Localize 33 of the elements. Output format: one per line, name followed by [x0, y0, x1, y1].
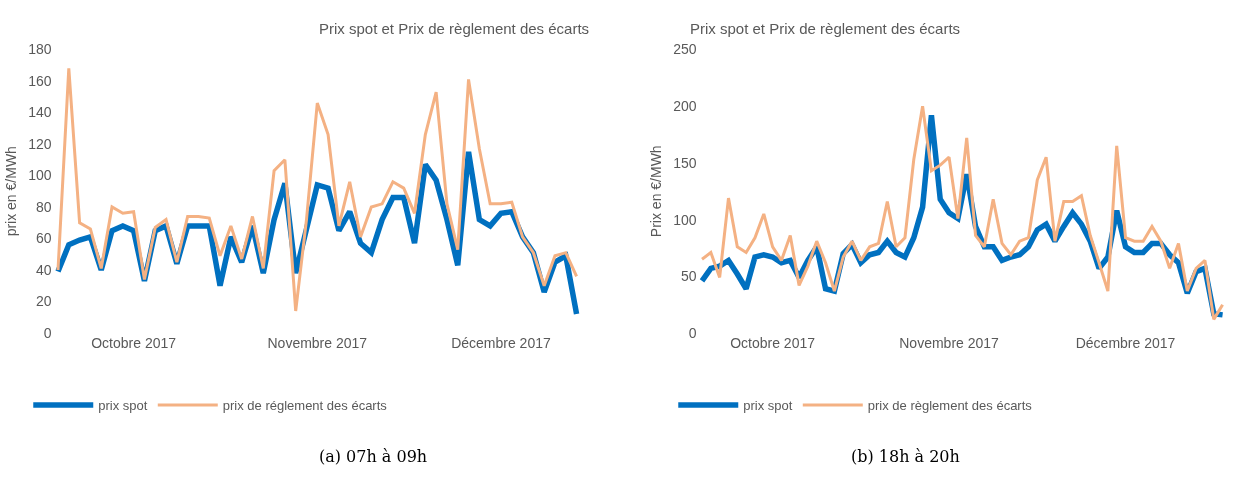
x-tick-label: Octobre 2017 — [91, 335, 177, 351]
y-tick-label: 150 — [673, 154, 697, 171]
y-tick-label: 100 — [673, 211, 697, 228]
x-tick-label: Décembre 2017 — [451, 335, 551, 351]
x-tick-label: Octobre 2017 — [730, 335, 816, 351]
chart-title: Prix spot et Prix de règlement des écarts — [319, 20, 590, 37]
y-tick-label: 0 — [43, 324, 52, 341]
y-tick-label: 200 — [673, 98, 697, 115]
legend-label: prix spot — [743, 398, 793, 414]
y-tick-label: 80 — [36, 198, 52, 215]
x-tick-label: Novembre 2017 — [899, 335, 1000, 351]
legend-label: prix de règlement des écarts — [867, 398, 1033, 414]
text: (a) 07h à 09h — [319, 447, 428, 466]
text: (b) 18h à 20h — [851, 447, 960, 466]
y-tick-label: 40 — [36, 261, 52, 278]
y-tick-label: 20 — [36, 293, 52, 310]
y-tick-label: 50 — [681, 268, 697, 285]
y-axis-title: prix en €/MWh — [2, 146, 19, 237]
y-tick-label: 120 — [28, 135, 52, 152]
legend-label: prix spot — [98, 398, 148, 414]
y-tick-label: 100 — [28, 167, 52, 184]
line-series — [56, 66, 579, 313]
y-tick-label: 60 — [36, 230, 52, 247]
chart-title: Prix spot et Prix de règlement des écarts — [690, 20, 961, 37]
y-axis-title: Prix en €/MWh — [647, 145, 664, 238]
y-tick-label: 140 — [28, 104, 52, 121]
x-tick-label: Décembre 2017 — [1075, 335, 1176, 351]
y-tick-label: 160 — [28, 72, 52, 89]
y-tick-label: 180 — [28, 41, 52, 58]
y-tick-label: 250 — [673, 41, 697, 58]
x-tick-label: Novembre 2017 — [267, 335, 368, 351]
y-tick-label: 0 — [688, 324, 697, 341]
legend-label: prix de réglement des écarts — [222, 398, 388, 414]
